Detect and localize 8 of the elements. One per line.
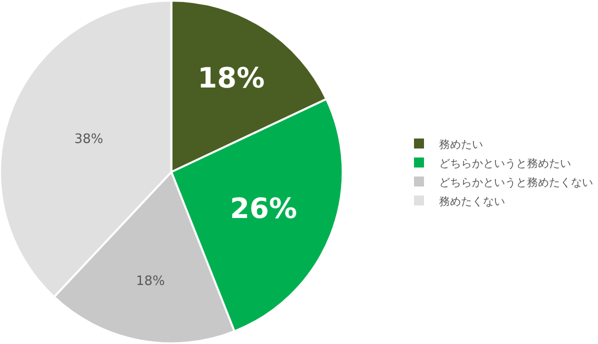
data-label: 18% — [198, 61, 265, 94]
legend-label: 務めたい — [439, 138, 483, 151]
data-label: 18% — [136, 274, 165, 290]
data-label: 26% — [230, 192, 298, 225]
data-label: 38% — [74, 132, 104, 147]
legend-label: どちらかというと務めたい — [439, 156, 571, 170]
legend-label: 務めたくない — [439, 194, 505, 208]
legend-label: どちらかというと務めたくない — [439, 176, 593, 189]
